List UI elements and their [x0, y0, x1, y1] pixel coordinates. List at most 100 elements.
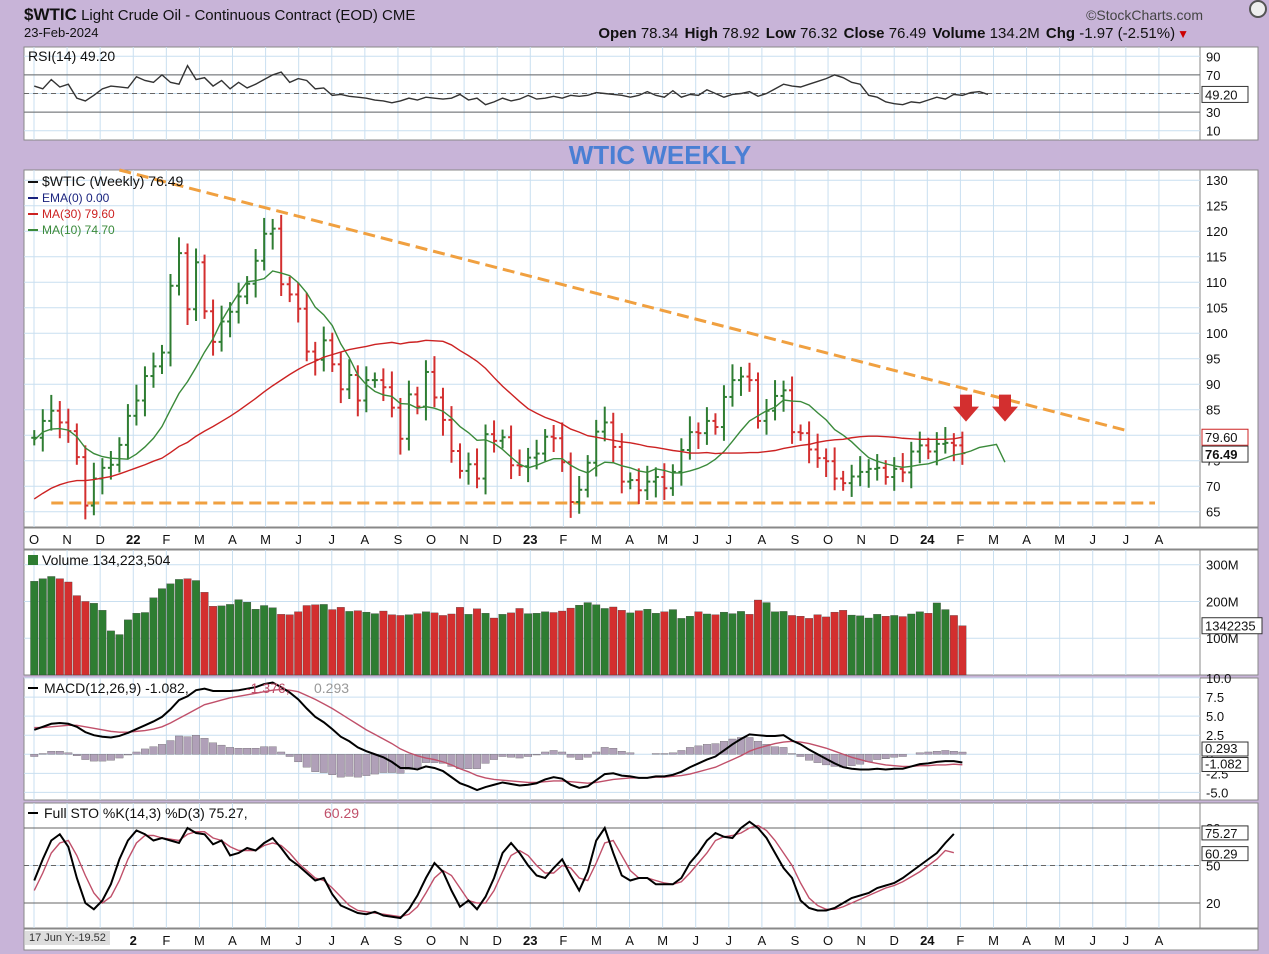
volume-bar — [89, 603, 98, 676]
volume-bar — [251, 609, 260, 676]
x-tick-label-bottom: J — [692, 933, 699, 948]
volume-panel-axis-strip — [1199, 549, 1259, 676]
x-tick-label: J — [329, 532, 336, 547]
down-triangle-icon: ▼ — [1177, 27, 1189, 41]
macd-histogram-bar — [47, 751, 56, 755]
macd-histogram-bar — [609, 748, 618, 755]
volume-bar — [439, 615, 447, 676]
macd-histogram-bar — [404, 754, 413, 770]
volume-bar — [907, 613, 916, 676]
macd-histogram-bar — [345, 754, 354, 777]
x-tick-label: A — [361, 532, 370, 547]
quote-bar: Open 78.34 High 78.92 Low 76.32 Close 76… — [598, 25, 1191, 42]
x-tick-label-bottom: A — [625, 933, 634, 948]
x-tick-label-bottom: A — [758, 933, 767, 948]
volume-bar — [541, 611, 550, 676]
volume-bar — [609, 606, 618, 676]
macd-histogram-bar — [362, 754, 371, 776]
sto-k-line — [33, 820, 955, 920]
volume-bar — [949, 615, 958, 676]
volume-bar — [890, 615, 899, 676]
macd-value-label: -1.082 — [1205, 757, 1242, 772]
macd-histogram-bar — [805, 754, 814, 761]
macd-histogram-bar — [660, 753, 669, 755]
price-legend-entry: $WTIC (Weekly) 76.49 — [42, 173, 184, 189]
volume-bar — [430, 612, 439, 676]
volume-bar — [64, 581, 73, 676]
volume-bar — [387, 614, 396, 676]
x-tick-label: A — [228, 532, 237, 547]
macd-histogram-bar — [949, 751, 958, 755]
price-y-tick: 70 — [1206, 479, 1220, 494]
trend-line — [119, 168, 1126, 432]
chart-date: 23-Feb-2024 — [24, 25, 99, 40]
macd-histogram-bar — [881, 754, 890, 759]
volume-bar — [915, 611, 924, 676]
price-panel-axis-strip — [1199, 169, 1259, 528]
macd-histogram-bar — [200, 738, 209, 755]
volume-bar — [668, 609, 677, 676]
crosshair-readout: 17 Jun Y:-19.52 — [25, 931, 110, 945]
x-tick-label: A — [1155, 532, 1164, 547]
volume-bar — [720, 611, 728, 676]
macd-legend-signal: -1.376, — [246, 680, 290, 696]
x-tick-label-bottom: M — [657, 933, 668, 948]
ma30-value-label: 79.60 — [1205, 430, 1238, 445]
macd-histogram-bar — [234, 748, 243, 755]
x-tick-label-bottom: J — [1123, 933, 1130, 948]
volume-bar — [328, 609, 337, 676]
x-tick-label: S — [791, 532, 800, 547]
x-tick-label-bottom: O — [823, 933, 833, 948]
macd-histogram-bar — [779, 747, 788, 755]
macd-histogram-bar — [81, 754, 90, 760]
macd-histogram-bar — [575, 754, 584, 760]
x-tick-label-bottom: F — [956, 933, 964, 948]
rsi-legend: RSI(14) 49.20 — [28, 48, 115, 64]
x-tick-label-bottom: M — [194, 933, 205, 948]
x-tick-label: D — [95, 532, 104, 547]
volume-bar — [456, 607, 464, 676]
volume-bar — [98, 610, 107, 676]
volume-y-tick: 300M — [1206, 558, 1239, 573]
rsi-y-tick: 30 — [1206, 105, 1220, 120]
volume-bar — [55, 578, 64, 676]
x-tick-label-bottom: A — [1155, 933, 1164, 948]
volume-value: 134.2M — [989, 25, 1040, 42]
volume-bar — [805, 618, 814, 676]
volume-bar — [660, 611, 669, 676]
macd-histogram-bar — [549, 750, 558, 755]
volume-bar — [234, 599, 243, 676]
scroll-up-button[interactable] — [1249, 0, 1267, 18]
x-tick-label: D — [493, 532, 502, 547]
macd-histogram-bar — [379, 754, 388, 773]
macd-histogram-bar — [336, 754, 345, 778]
macd-histogram-bar — [124, 754, 132, 756]
x-tick-label-bottom: 24 — [920, 933, 935, 948]
x-tick-label-bottom: J — [329, 933, 336, 948]
macd-histogram-bar — [38, 753, 47, 755]
volume-bar — [141, 612, 149, 676]
volume-bar — [362, 611, 371, 676]
macd-histogram-bar — [72, 754, 81, 756]
x-tick-label-bottom: S — [394, 933, 403, 948]
volume-bar — [422, 611, 430, 676]
macd-histogram-bar — [583, 754, 592, 758]
volume-legend: Volume 134,223,504 — [42, 552, 171, 568]
macd-histogram-bar — [447, 754, 456, 767]
volume-value-label: 1342235 — [1205, 619, 1256, 634]
volume-bar — [285, 614, 294, 676]
price-legend-entry: MA(10) 74.70 — [42, 223, 115, 237]
volume-bar — [353, 610, 362, 676]
x-tick-label: N — [62, 532, 71, 547]
x-tick-label-bottom: 2 — [130, 933, 137, 948]
macd-histogram-bar — [796, 754, 805, 757]
volume-bar — [226, 604, 235, 676]
price-y-tick: 85 — [1206, 403, 1220, 418]
volume-bar — [183, 578, 192, 676]
volume-bar — [745, 614, 754, 676]
macd-y-tick: 7.5 — [1206, 690, 1224, 705]
exchange: CME — [382, 7, 416, 24]
open-label: Open — [598, 25, 637, 42]
down-arrow-icon — [953, 394, 979, 422]
macd-histogram-bar — [694, 745, 703, 755]
